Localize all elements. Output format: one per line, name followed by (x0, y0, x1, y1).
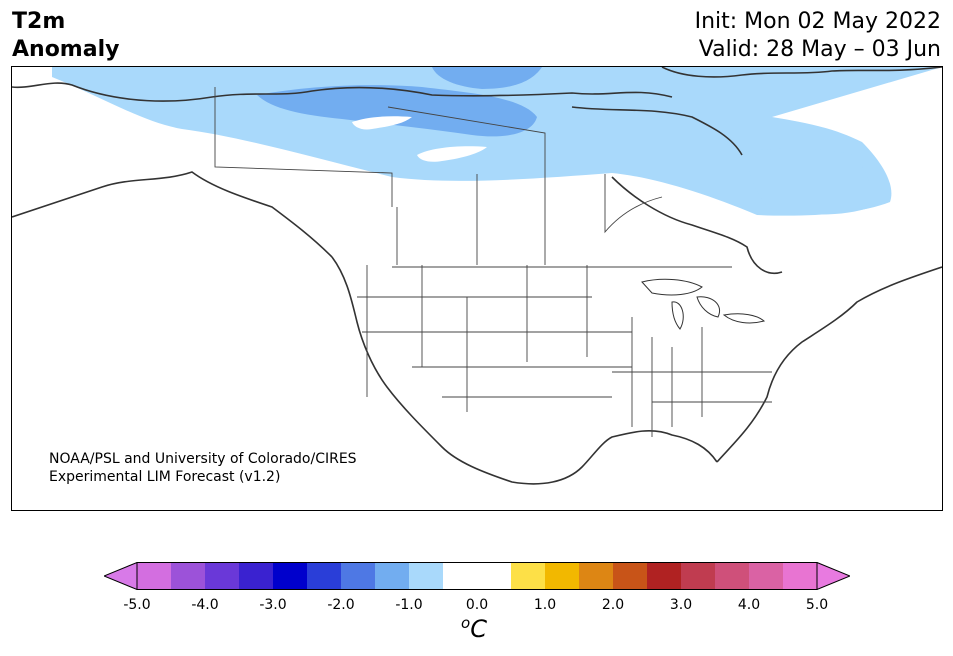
valid-range-label: Valid: 28 May – 03 Jun (698, 37, 941, 62)
colorbar-swatch (783, 562, 818, 590)
colorbar-under-arrow (102, 561, 138, 591)
colorbar-swatch (545, 562, 580, 590)
colorbar-tick-label: 5.0 (805, 597, 829, 613)
colorbar-swatch (341, 562, 376, 590)
colorbar-tick-label: 2.0 (601, 597, 625, 613)
colorbar-swatch (171, 562, 206, 590)
colorbar-tick-label: 3.0 (669, 597, 693, 613)
units-degree: o (461, 614, 471, 632)
colorbar-ticks: -5.0 -4.0 -3.0 -2.0 -1.0 0.0 1.0 2.0 3.0 4.0 5.0 (0, 597, 953, 617)
units-letter: C (470, 615, 487, 643)
colorbar-tick-label: -4.0 (191, 597, 219, 613)
credit-line-1: NOAA/PSL and University of Colorado/CIRE… (49, 451, 357, 467)
colorbar-tick-label: 4.0 (737, 597, 761, 613)
colorbar-swatch (681, 562, 716, 590)
colorbar-swatch (137, 562, 172, 590)
colorbar-units: oC (461, 614, 487, 643)
colorbar (102, 561, 852, 591)
colorbar-swatch (409, 562, 444, 590)
political-boundaries (214, 87, 772, 437)
great-slave-lake (417, 146, 487, 162)
date-block: Init: Mon 02 May 2022 Valid: 28 May – 03… (695, 8, 941, 64)
colorbar-swatch (477, 562, 512, 590)
great-lakes (641, 278, 766, 330)
colorbar-tick-label: -2.0 (327, 597, 355, 613)
init-date-label: Init: Mon 02 May 2022 (694, 9, 941, 34)
colorbar-swatch (273, 562, 308, 590)
title-block: T2m Anomaly (12, 8, 119, 64)
map-panel: NOAA/PSL and University of Colorado/CIRE… (11, 66, 943, 511)
anomaly-region-east-light (747, 148, 872, 215)
colorbar-tick-label: -1.0 (395, 597, 423, 613)
colorbar-tick-label: -5.0 (123, 597, 151, 613)
coastlines (12, 67, 942, 485)
colorbar-swatch (443, 562, 478, 590)
colorbar-tick-label: 1.0 (533, 597, 557, 613)
title-variable: T2m (12, 9, 66, 34)
colorbar-swatch (579, 562, 614, 590)
colorbar-swatch (205, 562, 240, 590)
colorbar-swatch (613, 562, 648, 590)
colorbar-tick-label: 0.0 (465, 597, 489, 613)
north-america-map (12, 67, 942, 485)
colorbar-swatch (307, 562, 342, 590)
colorbar-swatch (375, 562, 410, 590)
colorbar-swatch (239, 562, 274, 590)
colorbar-swatch (749, 562, 784, 590)
title-anomaly: Anomaly (12, 37, 120, 62)
colorbar-scale (102, 561, 852, 591)
anomaly-region-medium-2 (432, 67, 542, 89)
colorbar-swatch (715, 562, 750, 590)
colorbar-tick-label: -3.0 (259, 597, 287, 613)
colorbar-swatch (511, 562, 546, 590)
credit-line-2: Experimental LIM Forecast (v1.2) (49, 469, 281, 485)
colorbar-swatch (647, 562, 682, 590)
great-bear-lake (352, 116, 412, 130)
colorbar-over-arrow (816, 561, 852, 591)
anomaly-region-medium (257, 85, 537, 137)
credit-text: NOAA/PSL and University of Colorado/CIRE… (49, 450, 357, 486)
